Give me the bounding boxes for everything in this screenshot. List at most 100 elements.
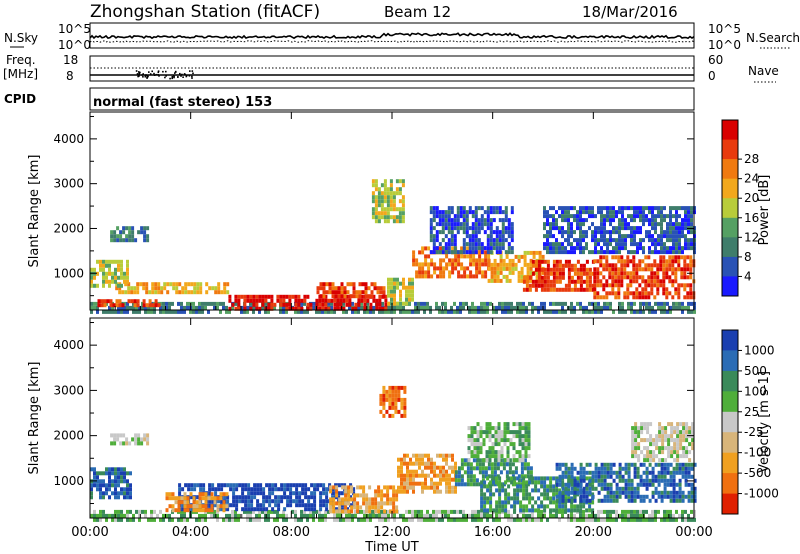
freq-dot (146, 77, 148, 79)
freq-dot (153, 72, 155, 75)
colorbar-tick-label-0: 1000 (744, 343, 775, 357)
freq-dot (142, 73, 144, 75)
data-region-3 (165, 492, 229, 513)
velocity-colorbar-label: Velocity [m s-1] (757, 371, 772, 473)
colorbar-tick-label-4: 20 (744, 191, 759, 205)
data-region-8 (555, 462, 697, 503)
x-tick-label-0: 00:00 (71, 525, 108, 540)
colorbar-tick-label-5: -100 (744, 446, 771, 460)
colorbar-segment-1 (722, 350, 738, 372)
colorbar-segment-2 (722, 370, 738, 392)
colorbar-segment-0 (722, 330, 738, 351)
velocity-y-axis: 1000 2000 3000 4000 (53, 318, 695, 518)
colorbar-segment-5 (722, 217, 738, 238)
freq-dot (172, 74, 175, 77)
freq-dot (138, 71, 140, 73)
data-region-0 (90, 301, 696, 314)
freq-dot (188, 75, 191, 77)
colorbar-segment-5 (722, 432, 738, 454)
beam-label: Beam 12 (384, 3, 451, 21)
cpid-frame (89, 87, 695, 111)
data-region-14 (543, 206, 696, 255)
x-axis-label: Time UT (364, 540, 418, 554)
colorbar-tick-label-3: 16 (744, 211, 759, 225)
nsky-label: N.Sky (4, 31, 38, 45)
freq-dot (138, 75, 140, 77)
nsky-trace (89, 32, 695, 40)
freq-dot (182, 76, 184, 78)
freq-dot (146, 75, 149, 78)
freq-dot (149, 73, 152, 75)
colorbar-tick-label-4: -25 (744, 425, 764, 439)
data-region-1 (97, 299, 161, 308)
freq-dot (169, 77, 171, 80)
freq-dot (136, 73, 139, 75)
freq-dot (138, 73, 140, 75)
x-tick-label-6: 00:00 (675, 525, 712, 540)
freq-dot (141, 74, 143, 76)
station-title: Zhongshan Station (fitACF) (90, 2, 320, 22)
freq-dot (171, 77, 173, 80)
colorbar-tick-label-6: -500 (744, 466, 771, 480)
freq-dot (191, 70, 194, 72)
y-tick-label-2: 3000 (53, 383, 84, 397)
data-region-10 (379, 385, 407, 418)
velocity-data (90, 385, 697, 522)
freq-dot (155, 73, 158, 76)
freq-dot (173, 75, 175, 78)
data-region-5 (397, 453, 457, 494)
x-tick-label-1: 04:00 (172, 525, 209, 540)
colorbar-segment-8 (722, 276, 738, 297)
data-region-10 (593, 255, 696, 300)
freq-dot (148, 71, 150, 73)
colorbar-segment-2 (722, 159, 738, 180)
colorbar-tick-label-1: 8 (744, 250, 752, 264)
freq-dot (192, 72, 194, 75)
freq-dot (181, 73, 183, 76)
freq-dot (165, 75, 167, 77)
data-region-4 (329, 485, 399, 514)
power-panel: 1000 2000 3000 4000 Slant Range [km] 4 8 12 16… (27, 111, 772, 314)
date-label: 18/Mar/2016 (582, 3, 678, 21)
y-tick-label-1: 2000 (53, 429, 84, 443)
freq-dot (158, 75, 160, 77)
freq-dot (157, 74, 159, 76)
time-axis: 00:00 04:00 08:00 12:00 16:00 20:00 00:00 (71, 525, 712, 540)
cpid-strip: CPID normal (fast stereo) 153 (4, 87, 695, 111)
freq-dot (162, 70, 164, 73)
y-tick-label-2: 3000 (53, 177, 84, 191)
freq-dot (179, 72, 181, 75)
colorbar-tick-label-5: 24 (744, 172, 759, 186)
data-region-12 (371, 179, 405, 224)
velocity-ylabel: Slant Range [km] (27, 362, 42, 475)
y-tick-label-3: 4000 (53, 338, 84, 352)
colorbar-tick-label-1: 500 (744, 364, 767, 378)
freq-dot (180, 75, 182, 77)
data-region-6 (387, 277, 414, 306)
freq-label-top: Freq. (6, 53, 36, 67)
colorbar-segment-4 (722, 198, 738, 219)
nsearch-label: N.Search (746, 31, 800, 45)
colorbar-segment-7 (722, 256, 738, 277)
freq-dot (175, 71, 177, 73)
freq-dot (151, 70, 153, 73)
power-colorbar-label: Power [dB] (757, 175, 772, 246)
nsearch-tick-bottom: 10^0 (708, 38, 741, 52)
freq-tick-top: 18 (63, 53, 78, 67)
power-data (90, 179, 696, 314)
velocity-panel: 1000 2000 3000 4000 Slant Range [km] 1000 50… (27, 317, 779, 522)
colorbar-segment-3 (722, 178, 738, 199)
data-region-11 (467, 422, 531, 463)
freq-dot (185, 74, 188, 77)
colorbar-tick-label-7: -1000 (744, 487, 779, 501)
y-tick-label-3: 4000 (53, 132, 84, 146)
y-tick-label-0: 1000 (53, 266, 84, 280)
freq-strip: Freq. [MHz] 18 8 60 0 Nave (3, 53, 779, 83)
x-tick-label-3: 12:00 (373, 525, 410, 540)
y-tick-label-0: 1000 (53, 474, 84, 488)
freq-label-bottom: [MHz] (3, 67, 38, 81)
colorbar-segment-3 (722, 391, 738, 413)
nsky-tick-top: 10^5 (58, 22, 91, 36)
colorbar-frame (721, 119, 739, 297)
